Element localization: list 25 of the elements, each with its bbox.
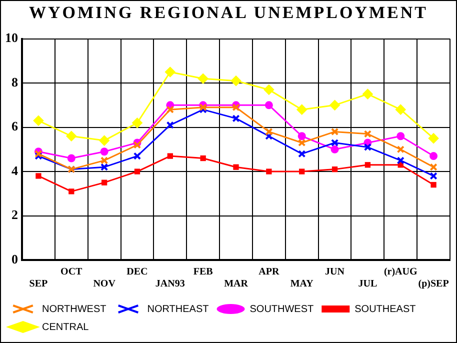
y-tick-label: 8 [12,74,18,90]
legend-label: NORTHWEST [42,304,106,315]
legend-label: NORTHEAST [147,304,209,315]
x-tick-label: NOV [93,278,116,290]
y-tick-label: 10 [5,30,18,46]
y-tick-label: 6 [12,118,18,134]
x-tick-label: OCT [60,266,83,278]
x-tick-label: (p)SEP [418,278,449,290]
x-tick-label: APR [258,266,280,278]
y-tick-label: 2 [12,207,18,222]
x-tick-label: DEC [126,266,148,278]
x-tick-label: SEP [29,278,48,290]
x-tick-label: JAN93 [155,278,185,290]
legend-label: SOUTHEAST [354,304,416,315]
chart-title: WYOMING REGIONAL UNEMPLOYMENT [28,3,429,23]
y-tick-label: 4 [12,162,18,178]
x-tick-label: JUN [325,266,346,278]
x-tick-label: (r)AUG [384,266,418,278]
x-tick-label: MAR [224,278,249,290]
y-tick-label: 0 [12,251,18,266]
legend-label: SOUTHWEST [250,304,314,315]
legend-label: CENTRAL [42,322,90,333]
x-tick-label: JUL [358,278,378,290]
x-tick-label: MAY [290,278,314,290]
x-tick-label: FEB [193,266,214,278]
